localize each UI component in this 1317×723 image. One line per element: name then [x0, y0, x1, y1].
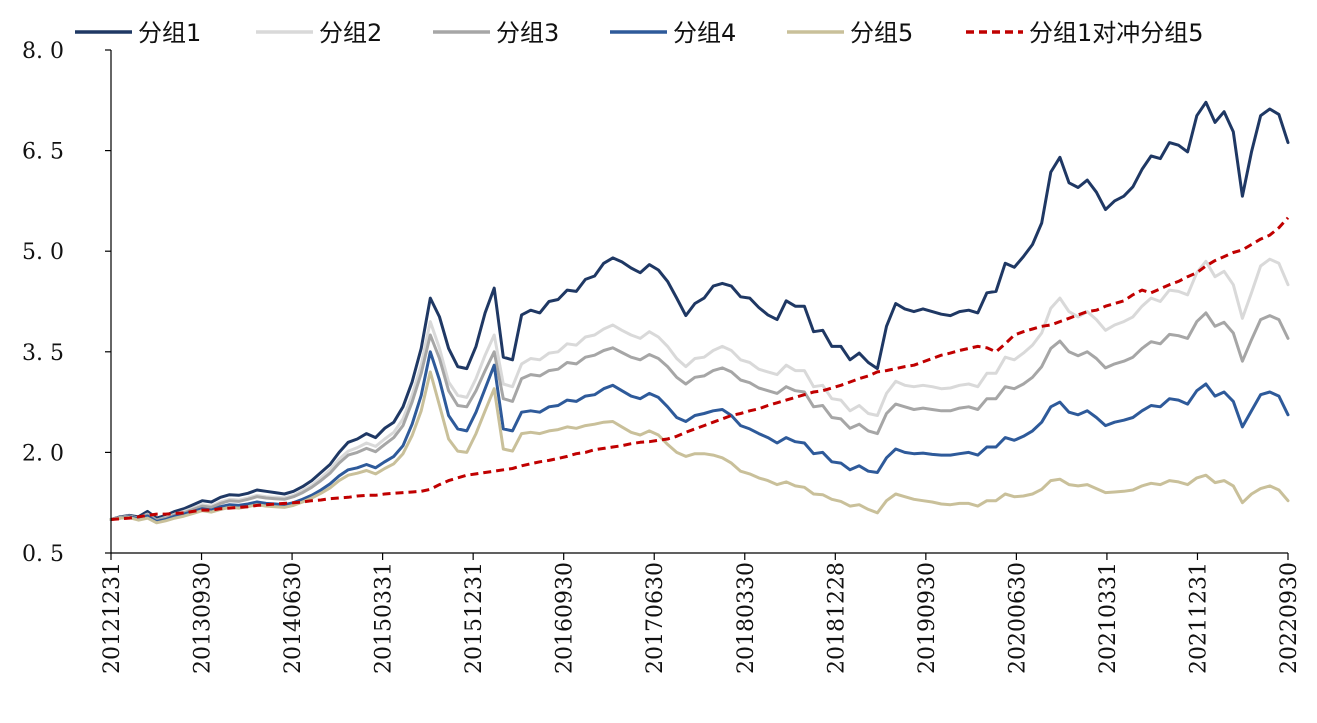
x-tick-label: 20190930: [915, 562, 940, 674]
x-tick-label: 20180330: [734, 562, 759, 674]
legend-label-3: 分组3: [496, 19, 559, 47]
series-line-6: [110, 216, 1290, 521]
legend-label-2: 分组2: [319, 19, 382, 47]
x-tick-label: 20160930: [553, 562, 578, 674]
y-tick-label: 2. 0: [22, 441, 64, 466]
legend-label-6: 分组1对冲分组5: [1029, 19, 1204, 47]
y-tick-label: 3. 5: [22, 341, 64, 366]
legend: 分组1 分组2 分组3 分组4 分组5 分组1对冲分组5: [75, 19, 1204, 47]
axes: 0. 5 2. 0 3. 5 5. 0 6. 5 8. 0 20121231 20130930…: [22, 39, 1302, 674]
y-tick-label: 6. 5: [22, 140, 64, 165]
x-tick-label: 20210331: [1096, 562, 1121, 674]
x-tick-label: 20150331: [372, 562, 397, 674]
plot-area: [109, 100, 1290, 525]
series-line-1: [109, 100, 1290, 521]
y-tick-label: 0. 5: [22, 542, 64, 567]
x-tick-label: 20181228: [824, 562, 849, 674]
legend-label-4: 分组4: [673, 19, 736, 47]
series-line-5: [109, 370, 1290, 525]
legend-label-1: 分组1: [138, 19, 201, 47]
x-tick-label: 20151231: [462, 562, 487, 674]
x-tick-label: 20200630: [1005, 562, 1030, 674]
series-line-4: [109, 350, 1290, 523]
series-line-2: [109, 257, 1290, 522]
legend-label-5: 分组5: [850, 19, 913, 47]
x-tick-label: 20170630: [643, 562, 668, 674]
x-tick-label: 20220930: [1277, 562, 1302, 674]
x-tick-label: 20211231: [1186, 562, 1211, 674]
y-tick-label: 5. 0: [22, 240, 64, 265]
x-tick-label: 20121231: [100, 562, 125, 674]
x-tick-label: 20130930: [191, 562, 216, 674]
y-tick-label: 8. 0: [22, 39, 64, 64]
x-tick-label: 20140630: [281, 562, 306, 674]
series-line-3: [109, 311, 1290, 522]
